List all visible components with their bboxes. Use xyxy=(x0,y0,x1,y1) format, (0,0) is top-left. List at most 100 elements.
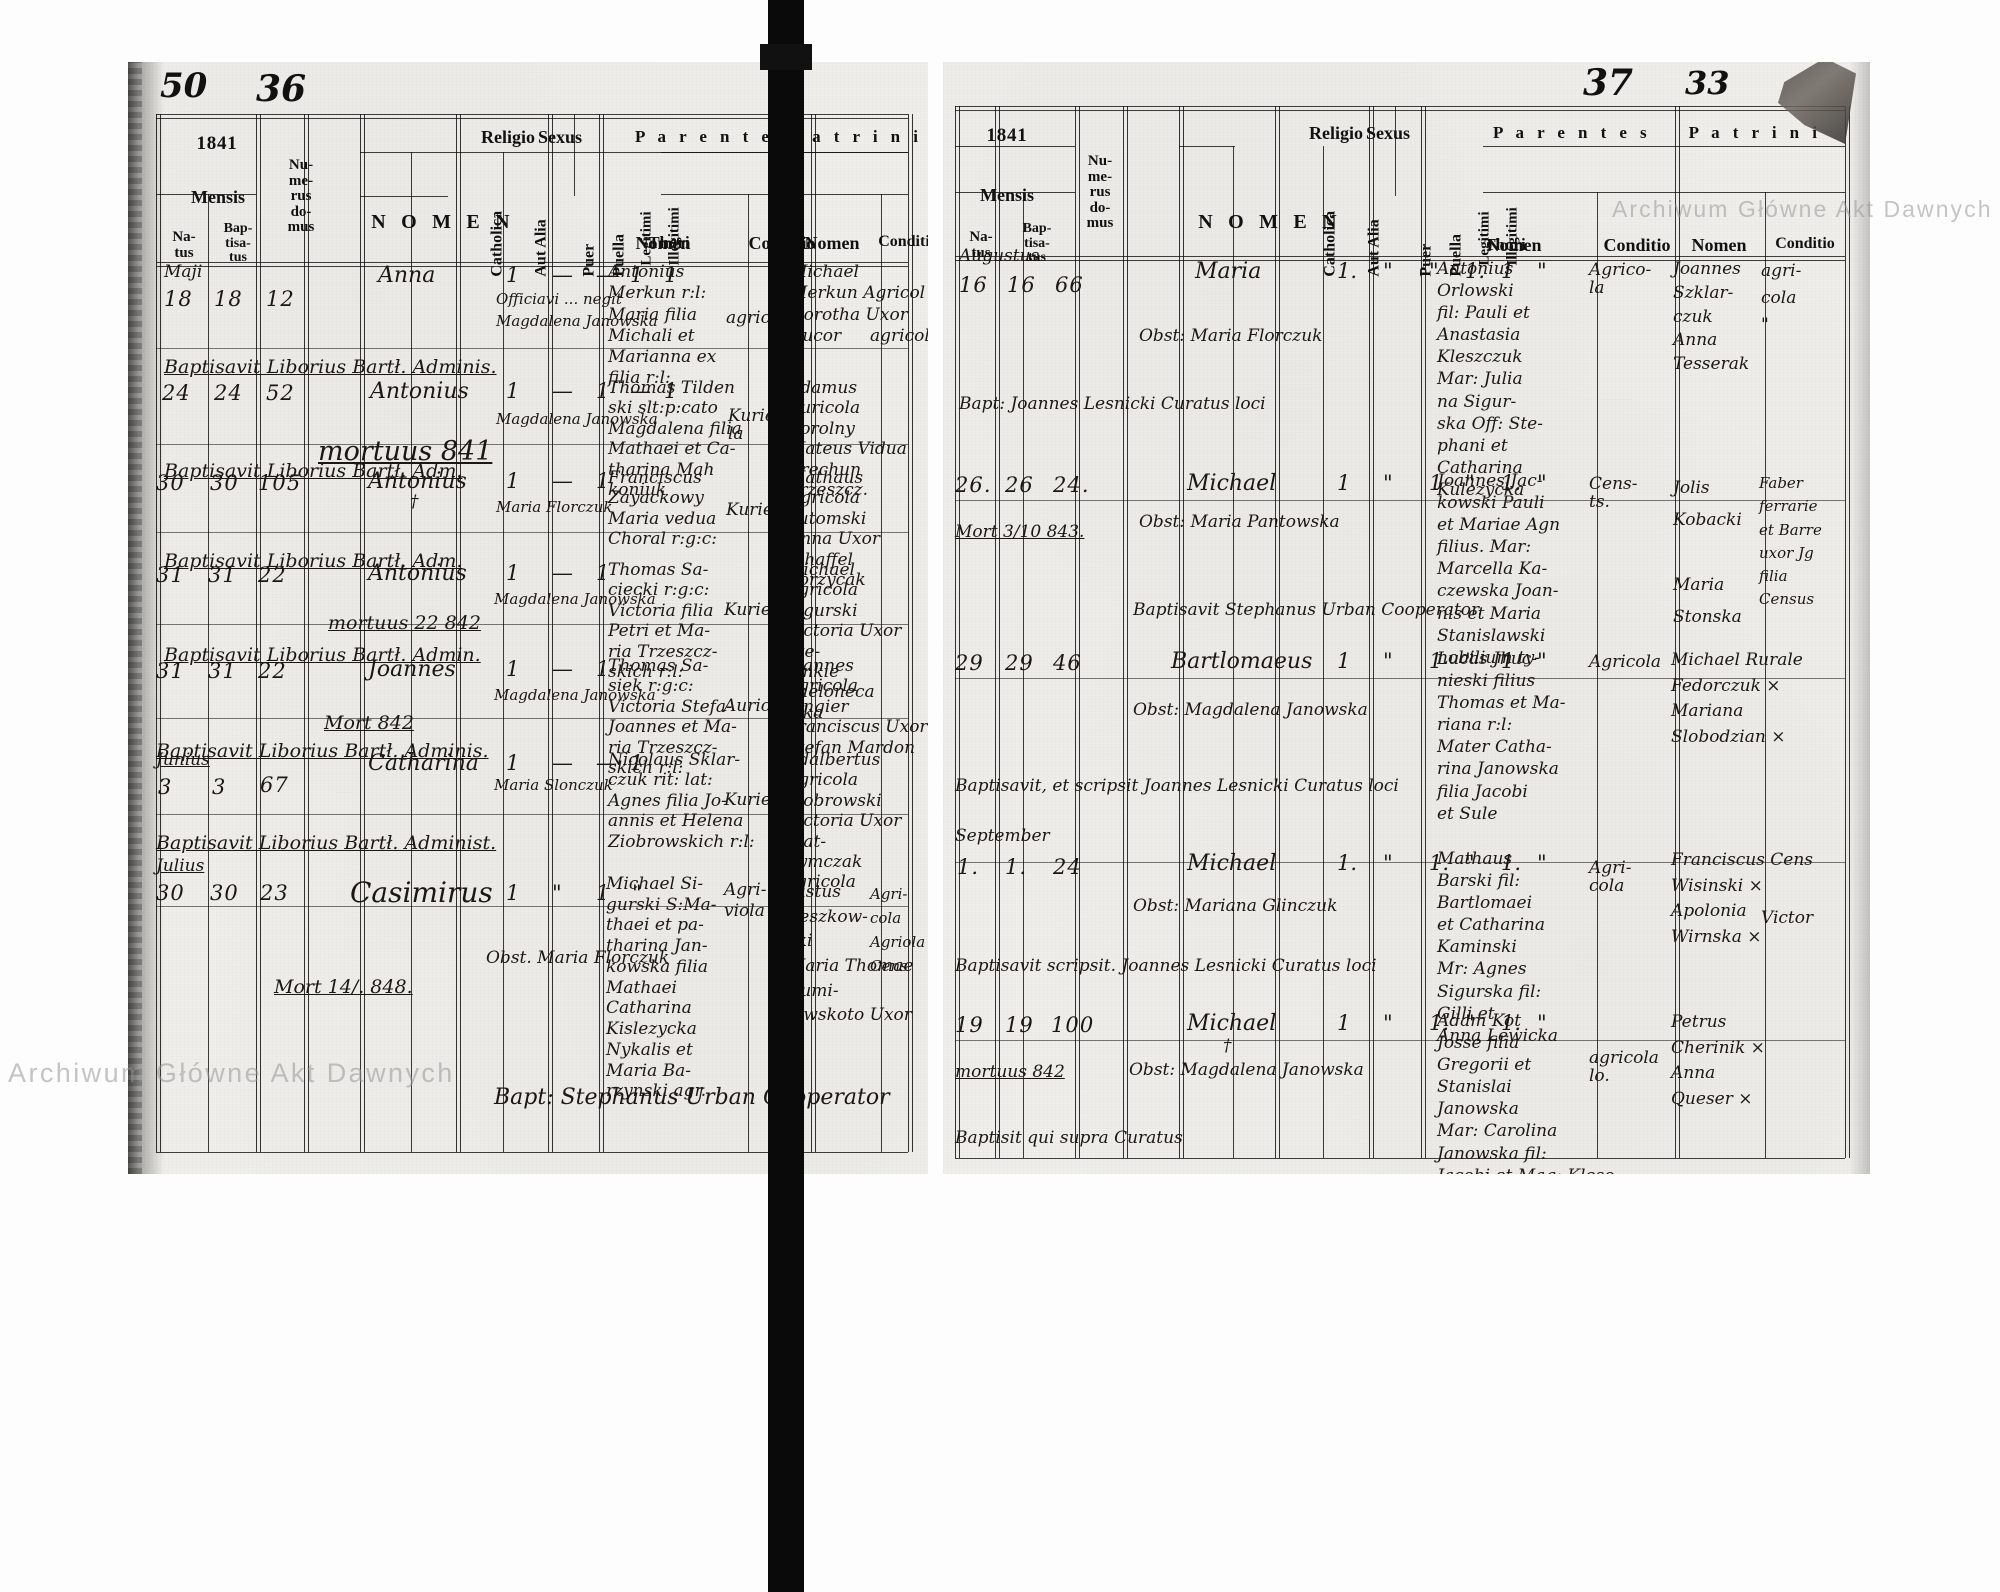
row-puella: 1 xyxy=(630,751,644,775)
row-officiant: Officiavi ... negit xyxy=(496,290,622,308)
row-illegitimi: " xyxy=(1537,259,1547,283)
row-puer: 1 xyxy=(1429,471,1443,495)
row-mortuus-note: mortuus 22 842 xyxy=(328,612,481,634)
row-domus: 12 xyxy=(266,287,295,311)
left-patrini-nomen-header: Nomen xyxy=(804,233,860,253)
right-sexus-header: Sexus xyxy=(1365,123,1410,143)
row-patrini-conditio: Faber ferrarie et Barre uxor Jg filia Ce… xyxy=(1759,474,1822,609)
row-baptizer: Baptisavit Liborius Bartł. Adm. xyxy=(164,460,463,482)
row-natus: 29 xyxy=(955,651,984,675)
row-baptisatus: 1. xyxy=(1005,855,1028,879)
row-puella: " xyxy=(1465,471,1475,495)
row-legitimi: 1. xyxy=(1501,851,1522,875)
row-parentes-nomen: Adam Kot Josse filia Gregorii et Stanisl… xyxy=(1437,1011,1614,1174)
row-nomen: Joannes xyxy=(368,657,456,682)
row-patrini-nomen: Joannes Agricola Singier Franciscus Uxor… xyxy=(786,656,928,758)
row-nomen: Michael xyxy=(1187,851,1277,876)
row-domus: 46 xyxy=(1053,651,1082,675)
row-catholica: 1 xyxy=(506,263,520,287)
row-natus: 31 xyxy=(156,563,185,587)
row-parentes-nomen: Thomas Sa- ciecki r:g:c: Victoria filia … xyxy=(608,560,718,682)
right-patrini-header: P a t r i n i xyxy=(1688,123,1822,142)
row-natus: 18 xyxy=(164,287,193,311)
row-obstetrix: Obst: Mariana Glinczuk xyxy=(1133,896,1338,916)
row-baptisatus: 30 xyxy=(210,471,239,495)
row-domus: 23 xyxy=(260,881,289,905)
row-puer: — xyxy=(596,263,617,287)
right-religio-header: Religio xyxy=(1309,123,1363,143)
row-natus: 26. xyxy=(955,473,992,497)
row-catholica: 1 xyxy=(506,881,520,905)
row-parentes-nomen: Franciscus Zayackowy Maria vedua Choral … xyxy=(608,468,718,550)
left-baptisatus-header: Bap- tisa- tus xyxy=(223,221,253,266)
row-parentes-nomen: Antonius Merkun r:l: Maria filia Michali… xyxy=(608,262,717,389)
row-nomen: Catharina xyxy=(368,751,479,776)
row-baptisatus: 29 xyxy=(1005,651,1034,675)
row-puer: 1 xyxy=(596,469,610,493)
row-parentes-nomen: Lucas Jhuc- nieski filius Thomas et Ma- … xyxy=(1437,649,1566,824)
left-patrini-header: P a t r i n i xyxy=(789,127,923,146)
row-baptizer: Baptisavit, et scripsit Joannes Lesnicki… xyxy=(955,776,1399,796)
row-baptizer: Bapt: Stephanus Urban Cooperator xyxy=(494,1085,890,1110)
row-mother: Obst. Maria Florczuk xyxy=(486,948,670,968)
row-aut-alia: — xyxy=(552,263,573,287)
row-domus: 22 xyxy=(258,563,287,587)
right-page: 37 33 xyxy=(943,62,1870,1174)
row-catholica: 1 xyxy=(506,379,520,403)
row-mother: Maria Slonczuk xyxy=(494,776,613,794)
row-aut-alia: " xyxy=(1383,1011,1393,1035)
folio-right-number: 37 xyxy=(1583,62,1634,104)
row-parentes-conditio: agricola lo. xyxy=(1589,1048,1659,1086)
row-month: Maji xyxy=(164,262,203,282)
row-puella: — xyxy=(630,379,651,403)
row-mother: Magdalena Janowska xyxy=(494,590,656,608)
row-illegitimi: " xyxy=(1537,851,1547,875)
row-parentes-conditio: Agrico- la xyxy=(1589,260,1652,298)
row-legitimi: 1 xyxy=(1501,259,1515,283)
row-patrini-nomen: Petrus Cherinik × Anna Queser × xyxy=(1671,1012,1765,1109)
row-patrini-nomen: Adamus Auricola Korolny Mateus Vidua Bre… xyxy=(788,378,907,500)
row-baptisatus: 24 xyxy=(214,381,243,405)
row-catholica: 1 xyxy=(1337,1011,1351,1035)
row-domus: 22 xyxy=(258,659,287,683)
row-catholica: 1 xyxy=(506,751,520,775)
row-puer: 1. xyxy=(1429,1011,1450,1035)
row-patrini-conditio: agricola xyxy=(870,326,928,346)
row-mortuus-note: mortuus 841 xyxy=(318,436,493,467)
left-religio-header: Religio xyxy=(481,127,535,147)
right-aut-alia-header: Aut Alia xyxy=(1365,219,1383,277)
row-parentes-conditio: Cens- ts. xyxy=(1589,474,1638,512)
row-nomen: Antonius xyxy=(370,379,469,404)
row-parentes-nomen: Antonius Orlowski fil: Pauli et Anastasi… xyxy=(1437,259,1543,500)
row-parentes-nomen: Thomas Tilden ski slt:p:cato Magdalena f… xyxy=(608,378,742,500)
row-illegitimi: " xyxy=(1537,649,1547,673)
row-catholica: 1 xyxy=(506,469,520,493)
row-domus: 24 xyxy=(1053,855,1082,879)
row-aut-alia: — xyxy=(552,469,573,493)
row-mother: Magdalena Janowska xyxy=(496,410,658,428)
row-catholica: 1 xyxy=(1337,649,1351,673)
left-patrini-conditio-header: Conditio xyxy=(878,233,928,250)
row-mortuus-note: Mort 842 xyxy=(324,712,414,734)
row-puer: — xyxy=(596,751,617,775)
row-parentes-conditio: Agricola xyxy=(1589,652,1662,672)
row-nomen: Michael xyxy=(1187,1011,1277,1036)
row-legitimi: 1. xyxy=(1501,471,1522,495)
right-nomen-header: N O M E N xyxy=(1198,211,1342,233)
row-puella: 1 xyxy=(630,263,644,287)
row-patrini-conditio: agri- cola " xyxy=(1761,261,1802,336)
row-patrini-conditio: Victor xyxy=(1761,908,1814,928)
right-mensis-header: Mensis xyxy=(980,185,1034,205)
row-catholica: 1. xyxy=(1337,851,1358,875)
row-aut-alia: " xyxy=(552,881,562,905)
row-aut-alia: " xyxy=(1383,471,1393,495)
row-nomen: Michael xyxy=(1187,471,1277,496)
folio-right-stamp: 33 xyxy=(1685,64,1730,102)
row-patrini-conditio: Agri- cola Agriola Cens xyxy=(870,885,926,975)
row-domus: 67 xyxy=(260,773,289,797)
folio-left-stamp: 50 xyxy=(160,66,208,106)
row-parentes-nomen: Joannes Jac- kowski Pauli et Mariae Agn … xyxy=(1437,471,1561,668)
right-baptisatus-header: Bap- tisa- tus xyxy=(1022,221,1052,266)
row-month: Augustus xyxy=(959,246,1040,266)
left-page: 50 36 xyxy=(128,62,928,1174)
